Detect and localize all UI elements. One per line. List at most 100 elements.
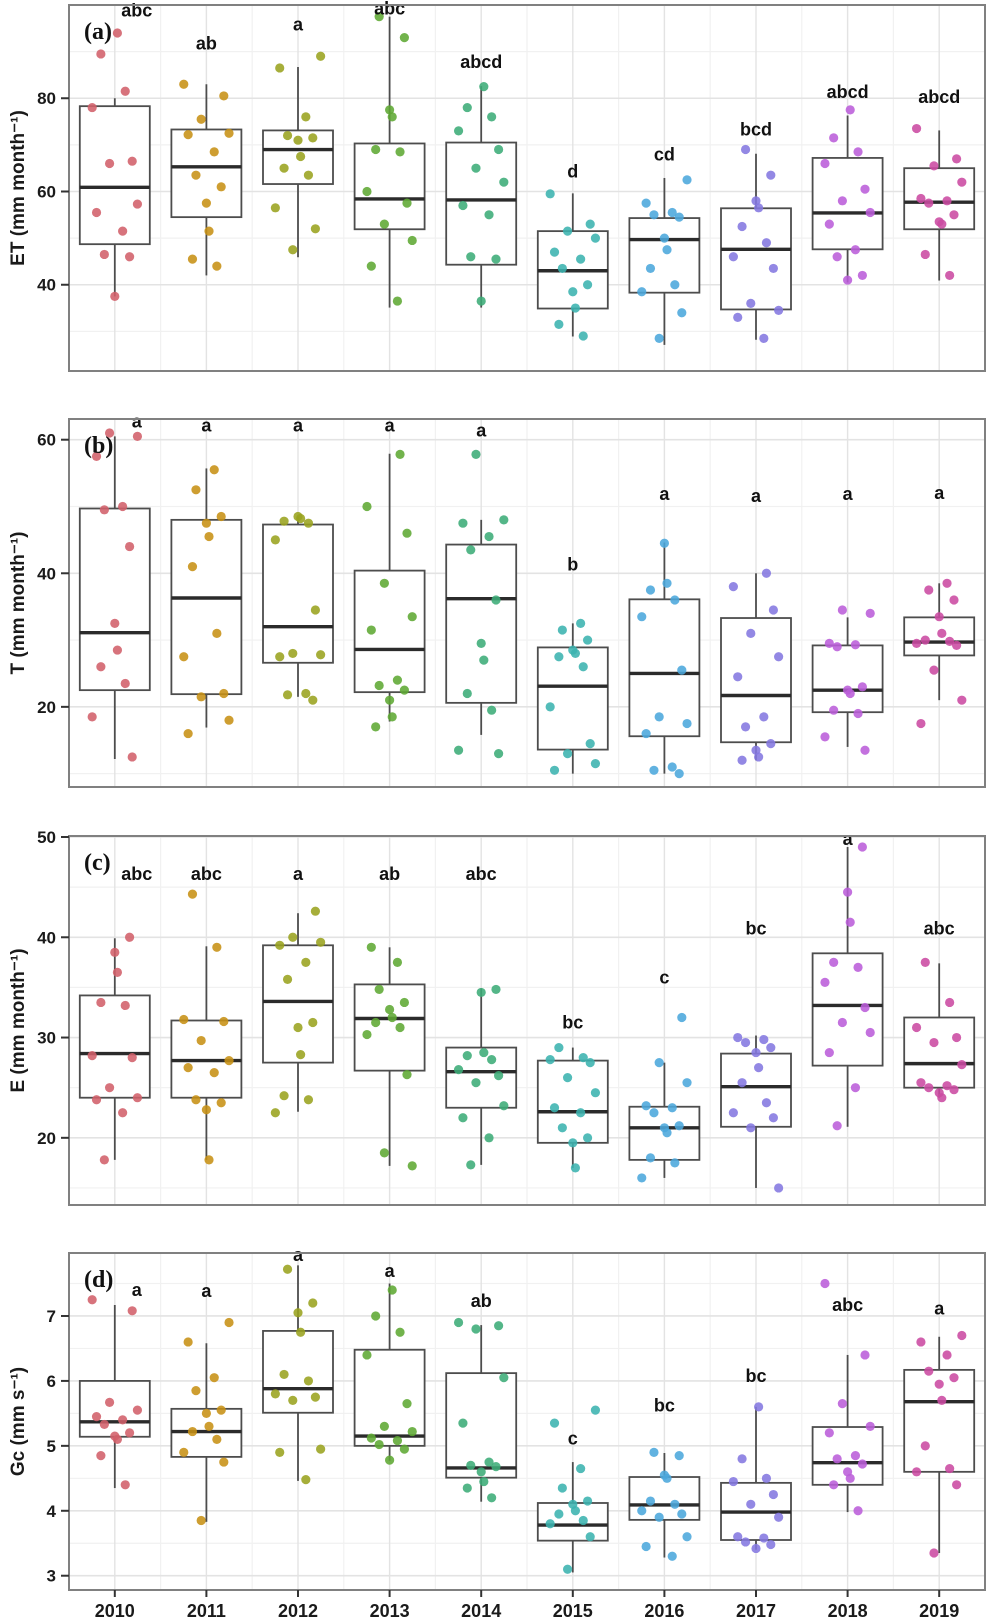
data-point	[754, 1063, 764, 1073]
data-point	[209, 465, 219, 475]
data-point	[316, 51, 326, 61]
data-point	[187, 889, 198, 899]
data-point	[746, 1123, 756, 1133]
boxplot-a-2017: bcd	[720, 120, 792, 343]
data-point	[645, 1153, 656, 1163]
data-point	[487, 1055, 497, 1065]
data-point	[545, 702, 555, 712]
data-point	[374, 680, 384, 691]
data-point	[654, 333, 664, 343]
data-point	[641, 728, 651, 739]
data-point	[132, 1405, 143, 1415]
y-tick-label: 20	[37, 1129, 56, 1148]
data-point	[737, 755, 747, 765]
data-point	[820, 732, 830, 742]
data-point	[104, 428, 115, 438]
data-point	[392, 957, 403, 967]
jitter-points-2014	[453, 449, 509, 759]
data-point	[104, 158, 115, 169]
data-point	[224, 715, 234, 725]
data-point	[87, 102, 97, 113]
data-point	[845, 105, 855, 115]
data-point	[301, 957, 311, 967]
data-point	[924, 1366, 934, 1376]
data-point	[296, 513, 306, 524]
data-point	[937, 1093, 947, 1103]
data-point	[303, 1095, 314, 1105]
significance-letter: a	[843, 484, 854, 504]
data-point	[379, 578, 389, 588]
data-point	[224, 1056, 234, 1066]
data-point	[104, 1397, 115, 1407]
significance-letter: cd	[654, 145, 675, 165]
data-point	[402, 1070, 412, 1080]
data-point	[204, 1421, 214, 1431]
data-point	[677, 1509, 687, 1519]
data-point	[578, 1515, 588, 1526]
data-point	[829, 133, 839, 143]
jitter-points-2013	[362, 942, 417, 1171]
data-point	[275, 1447, 285, 1457]
data-point	[183, 1337, 193, 1347]
significance-letter: abc	[121, 864, 152, 884]
data-point	[209, 147, 219, 157]
boxplot-d-2015: c	[536, 1405, 609, 1574]
data-point	[674, 1121, 684, 1131]
data-point	[407, 235, 417, 246]
data-point	[371, 144, 381, 155]
data-point	[132, 1093, 143, 1103]
data-point	[303, 170, 314, 180]
iqr-box	[811, 1426, 884, 1486]
jitter-points-2011	[179, 1317, 234, 1526]
data-point	[466, 1160, 476, 1170]
data-point	[845, 1473, 855, 1483]
data-point	[479, 1476, 489, 1487]
data-point	[499, 177, 509, 187]
data-point	[462, 102, 472, 113]
jitter-points-2019	[911, 578, 967, 729]
data-point	[920, 1441, 930, 1451]
y-tick-label: 40	[37, 928, 56, 947]
significance-letter: a	[659, 484, 670, 504]
x-tick-label-2015: 2015	[553, 1601, 593, 1621]
boxplot-b-2013: a	[353, 416, 426, 732]
data-point	[759, 1533, 769, 1543]
significance-letter: bc	[654, 1395, 675, 1415]
data-point	[371, 1311, 381, 1321]
data-point	[662, 1473, 672, 1483]
data-point	[733, 312, 743, 322]
data-point	[860, 745, 870, 755]
data-point	[494, 1321, 504, 1331]
data-point	[942, 196, 952, 206]
data-point	[279, 1369, 289, 1380]
panel-b: a a a a a b a a a a (b) 20 40 60 T (mm month⁻¹)	[8, 412, 986, 788]
data-point	[479, 1047, 489, 1058]
y-axis-label-d: Gc (mm s⁻¹)	[8, 1367, 29, 1476]
data-point	[824, 638, 834, 649]
data-point	[183, 1063, 193, 1073]
data-point	[857, 270, 867, 281]
data-point	[865, 207, 875, 218]
jitter-points-2013	[362, 1285, 417, 1465]
y-tick-label: 60	[37, 182, 56, 201]
data-point	[484, 1133, 494, 1143]
data-point	[387, 1012, 397, 1023]
data-point	[677, 665, 687, 675]
data-point	[952, 154, 962, 164]
boxplot-a-2018: abcd	[811, 82, 884, 285]
data-point	[366, 261, 376, 271]
data-point	[545, 1519, 555, 1529]
data-point	[746, 1499, 756, 1509]
data-point	[462, 1483, 472, 1493]
data-point	[911, 123, 922, 134]
data-point	[196, 1515, 206, 1526]
data-point	[402, 1399, 412, 1409]
data-point	[110, 618, 120, 628]
data-point	[471, 163, 481, 173]
data-point	[850, 245, 861, 255]
boxplot-c-2017: bc	[720, 918, 792, 1193]
data-point	[275, 940, 285, 950]
data-point	[682, 1078, 692, 1088]
data-point	[308, 1017, 318, 1028]
